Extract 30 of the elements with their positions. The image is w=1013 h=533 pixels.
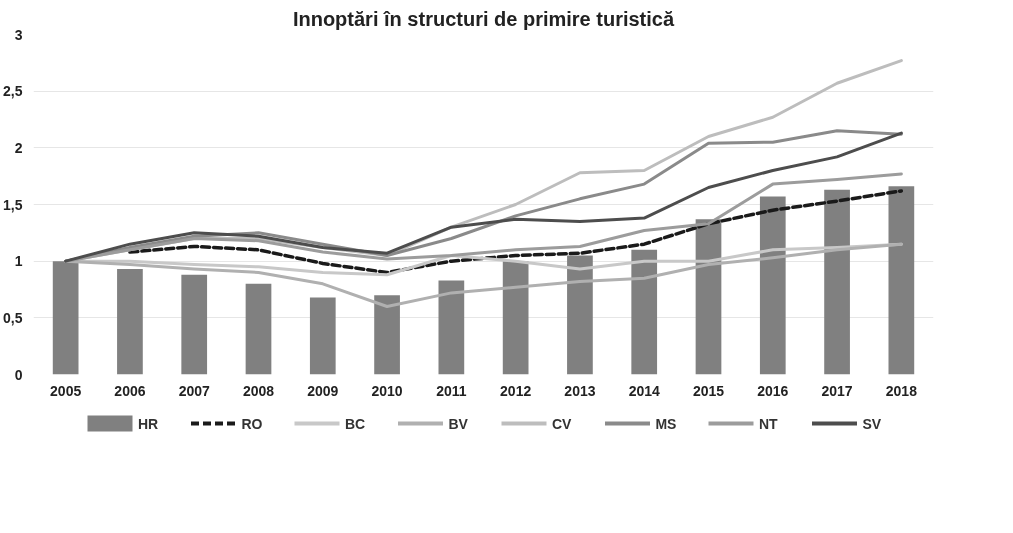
y-tick-label: 0 xyxy=(14,366,23,383)
x-tick-label: 2006 xyxy=(114,382,146,399)
x-tick-label: 2010 xyxy=(371,382,403,399)
legend-label: SV xyxy=(862,415,882,432)
legend-label: RO xyxy=(241,415,263,432)
legend-label: NT xyxy=(758,415,779,432)
x-tick-label: 2018 xyxy=(885,382,918,399)
y-tick-label: 3 xyxy=(14,26,23,43)
x-tick-label: 2013 xyxy=(564,382,596,399)
legend-label: MS xyxy=(655,415,677,432)
y-tick-label: 0,5 xyxy=(3,309,23,326)
y-tick-label: 1 xyxy=(14,253,23,270)
legend-label: BV xyxy=(448,415,469,432)
x-tick-label: 2012 xyxy=(500,382,532,399)
x-tick-label: 2005 xyxy=(50,382,82,399)
chart-title: Innoptări în structuri de primire turistică xyxy=(292,7,675,30)
y-tick-label: 2 xyxy=(14,139,23,156)
x-tick-label: 2017 xyxy=(821,382,853,399)
x-tick-label: 2014 xyxy=(628,382,660,399)
y-tick-label: 2,5 xyxy=(3,83,23,100)
x-tick-label: 2016 xyxy=(757,382,789,399)
x-tick-label: 2008 xyxy=(242,382,275,399)
y-tick-label: 1,5 xyxy=(3,196,23,213)
legend-label: HR xyxy=(137,415,159,432)
legend-label: BC xyxy=(344,415,366,432)
x-tick-label: 2009 xyxy=(307,382,339,399)
x-tick-label: 2007 xyxy=(178,382,210,399)
x-tick-label: 2011 xyxy=(436,382,467,399)
x-tick-label: 2015 xyxy=(692,382,725,399)
legend-label: CV xyxy=(551,415,573,432)
